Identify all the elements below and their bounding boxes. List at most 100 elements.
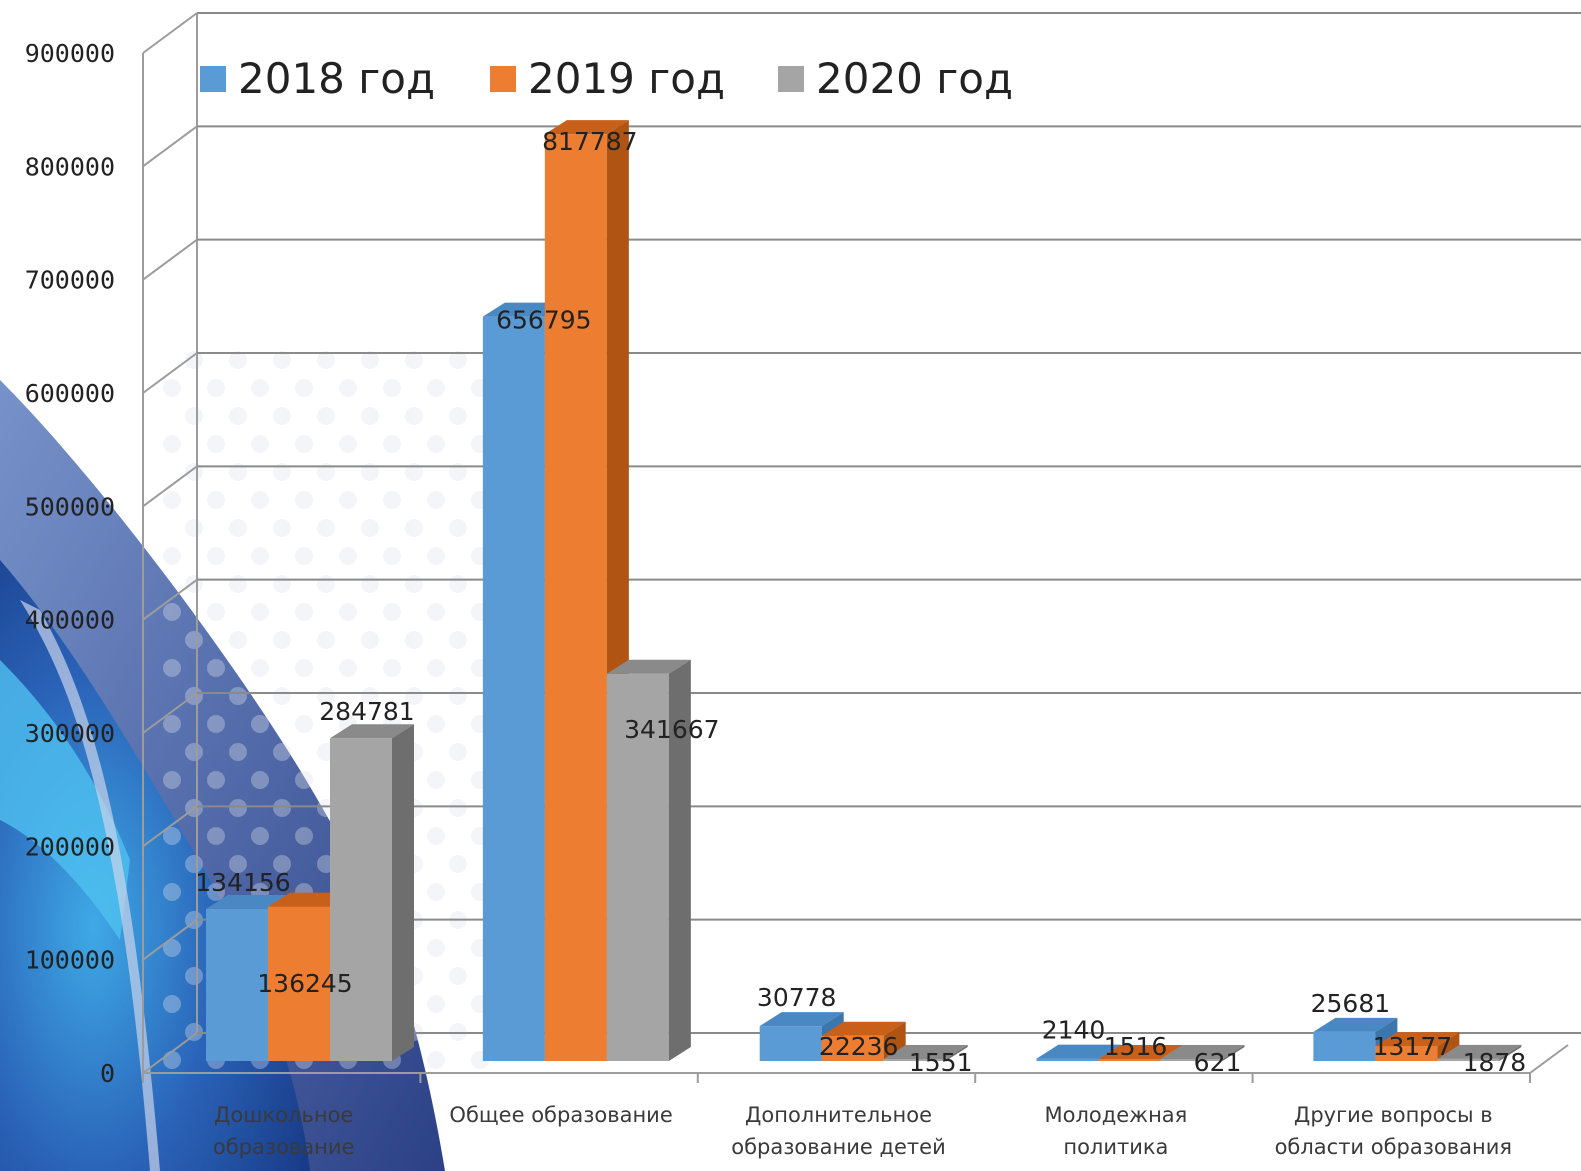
background-dot (185, 855, 203, 873)
background-dot (251, 603, 269, 621)
y-tick-label: 100000 (25, 946, 115, 975)
background-dot (163, 435, 181, 453)
background-dot (317, 463, 335, 481)
background-dot (229, 575, 247, 593)
background-dot (427, 715, 445, 733)
data-label: 25681 (1311, 989, 1391, 1018)
background-dot (317, 575, 335, 593)
bar (1160, 1045, 1245, 1061)
gridline-side (142, 125, 198, 168)
background-dot (251, 435, 269, 453)
background-dot (317, 519, 335, 537)
background-dot (251, 827, 269, 845)
category-label: Молодежная (1044, 1103, 1187, 1127)
background-dot (427, 827, 445, 845)
category-label: образование (213, 1135, 355, 1159)
background-dot (251, 715, 269, 733)
bar-top (1375, 1032, 1460, 1047)
background-dot (251, 547, 269, 565)
background-dot (383, 603, 401, 621)
background-dot (427, 435, 445, 453)
background-dot (449, 799, 467, 817)
background-dot (207, 547, 225, 565)
background-dot (207, 603, 225, 621)
background-dot (229, 687, 247, 705)
bar-top (1313, 1017, 1398, 1032)
background-dot (405, 687, 423, 705)
background-dot (295, 379, 313, 397)
background-dot (207, 435, 225, 453)
background-dot (207, 827, 225, 845)
data-label: 621 (1194, 1048, 1242, 1077)
background-dot (163, 939, 181, 957)
background-dot (273, 631, 291, 649)
bar-top (1160, 1045, 1245, 1059)
gridline-side (142, 238, 198, 281)
background-dot (449, 519, 467, 537)
background-dot (163, 491, 181, 509)
background-dot (229, 351, 247, 369)
background-dot (449, 575, 467, 593)
background-dot (163, 715, 181, 733)
bar-front (544, 134, 607, 1061)
bar-front (1375, 1046, 1438, 1061)
gridline-side (142, 12, 198, 54)
bar-top (821, 1021, 906, 1036)
background-dot (339, 491, 357, 509)
background-dot (251, 491, 269, 509)
background-dot (339, 547, 357, 565)
bar-top (544, 120, 629, 135)
background-dot (361, 687, 379, 705)
background-dot (295, 715, 313, 733)
background-dot (163, 883, 181, 901)
background-dot (405, 631, 423, 649)
background-dot (317, 407, 335, 425)
legend-swatch (778, 66, 804, 92)
category-label: образование детей (731, 1135, 945, 1159)
bar-front (330, 738, 392, 1061)
background-dot (339, 379, 357, 397)
legend: 2018 год 2019 год 2020 год (200, 54, 1013, 103)
legend-item: 2019 год (490, 54, 725, 103)
bar (821, 1021, 906, 1061)
background-dot (185, 519, 203, 537)
background-dot (295, 547, 313, 565)
background-dot (163, 1051, 181, 1069)
bar-top (206, 894, 290, 909)
legend-swatch (200, 66, 226, 92)
bar-side (945, 1045, 968, 1061)
bar-top (1036, 1044, 1121, 1059)
background-dot (163, 659, 181, 677)
background-dot (251, 379, 269, 397)
legend-label: 2019 год (528, 54, 725, 103)
background-dot (163, 379, 181, 397)
background-dot (163, 827, 181, 845)
background-dot (427, 883, 445, 901)
bar (330, 724, 414, 1061)
background-dot (361, 575, 379, 593)
bar-side (1437, 1032, 1460, 1061)
bar-front (759, 1026, 822, 1061)
data-label: 341667 (624, 715, 719, 744)
background-dot (449, 743, 467, 761)
background-dot (207, 379, 225, 397)
background-dot (317, 631, 335, 649)
background-dot (185, 575, 203, 593)
background-dot (185, 631, 203, 649)
background-dot (427, 491, 445, 509)
background-dot (427, 939, 445, 957)
background-dot (361, 519, 379, 537)
background-dot (273, 351, 291, 369)
bar-top (1098, 1045, 1183, 1059)
bar-side (1222, 1045, 1245, 1061)
y-tick-label: 400000 (25, 606, 115, 635)
background-dot (427, 547, 445, 565)
bar-front (1313, 1031, 1376, 1061)
y-tick-label: 300000 (25, 719, 115, 748)
background-dot (251, 771, 269, 789)
gridline-side (142, 352, 198, 394)
background-dot (427, 659, 445, 677)
y-tick-label: 500000 (25, 492, 115, 521)
background-dot (185, 351, 203, 369)
background-dot (427, 995, 445, 1013)
